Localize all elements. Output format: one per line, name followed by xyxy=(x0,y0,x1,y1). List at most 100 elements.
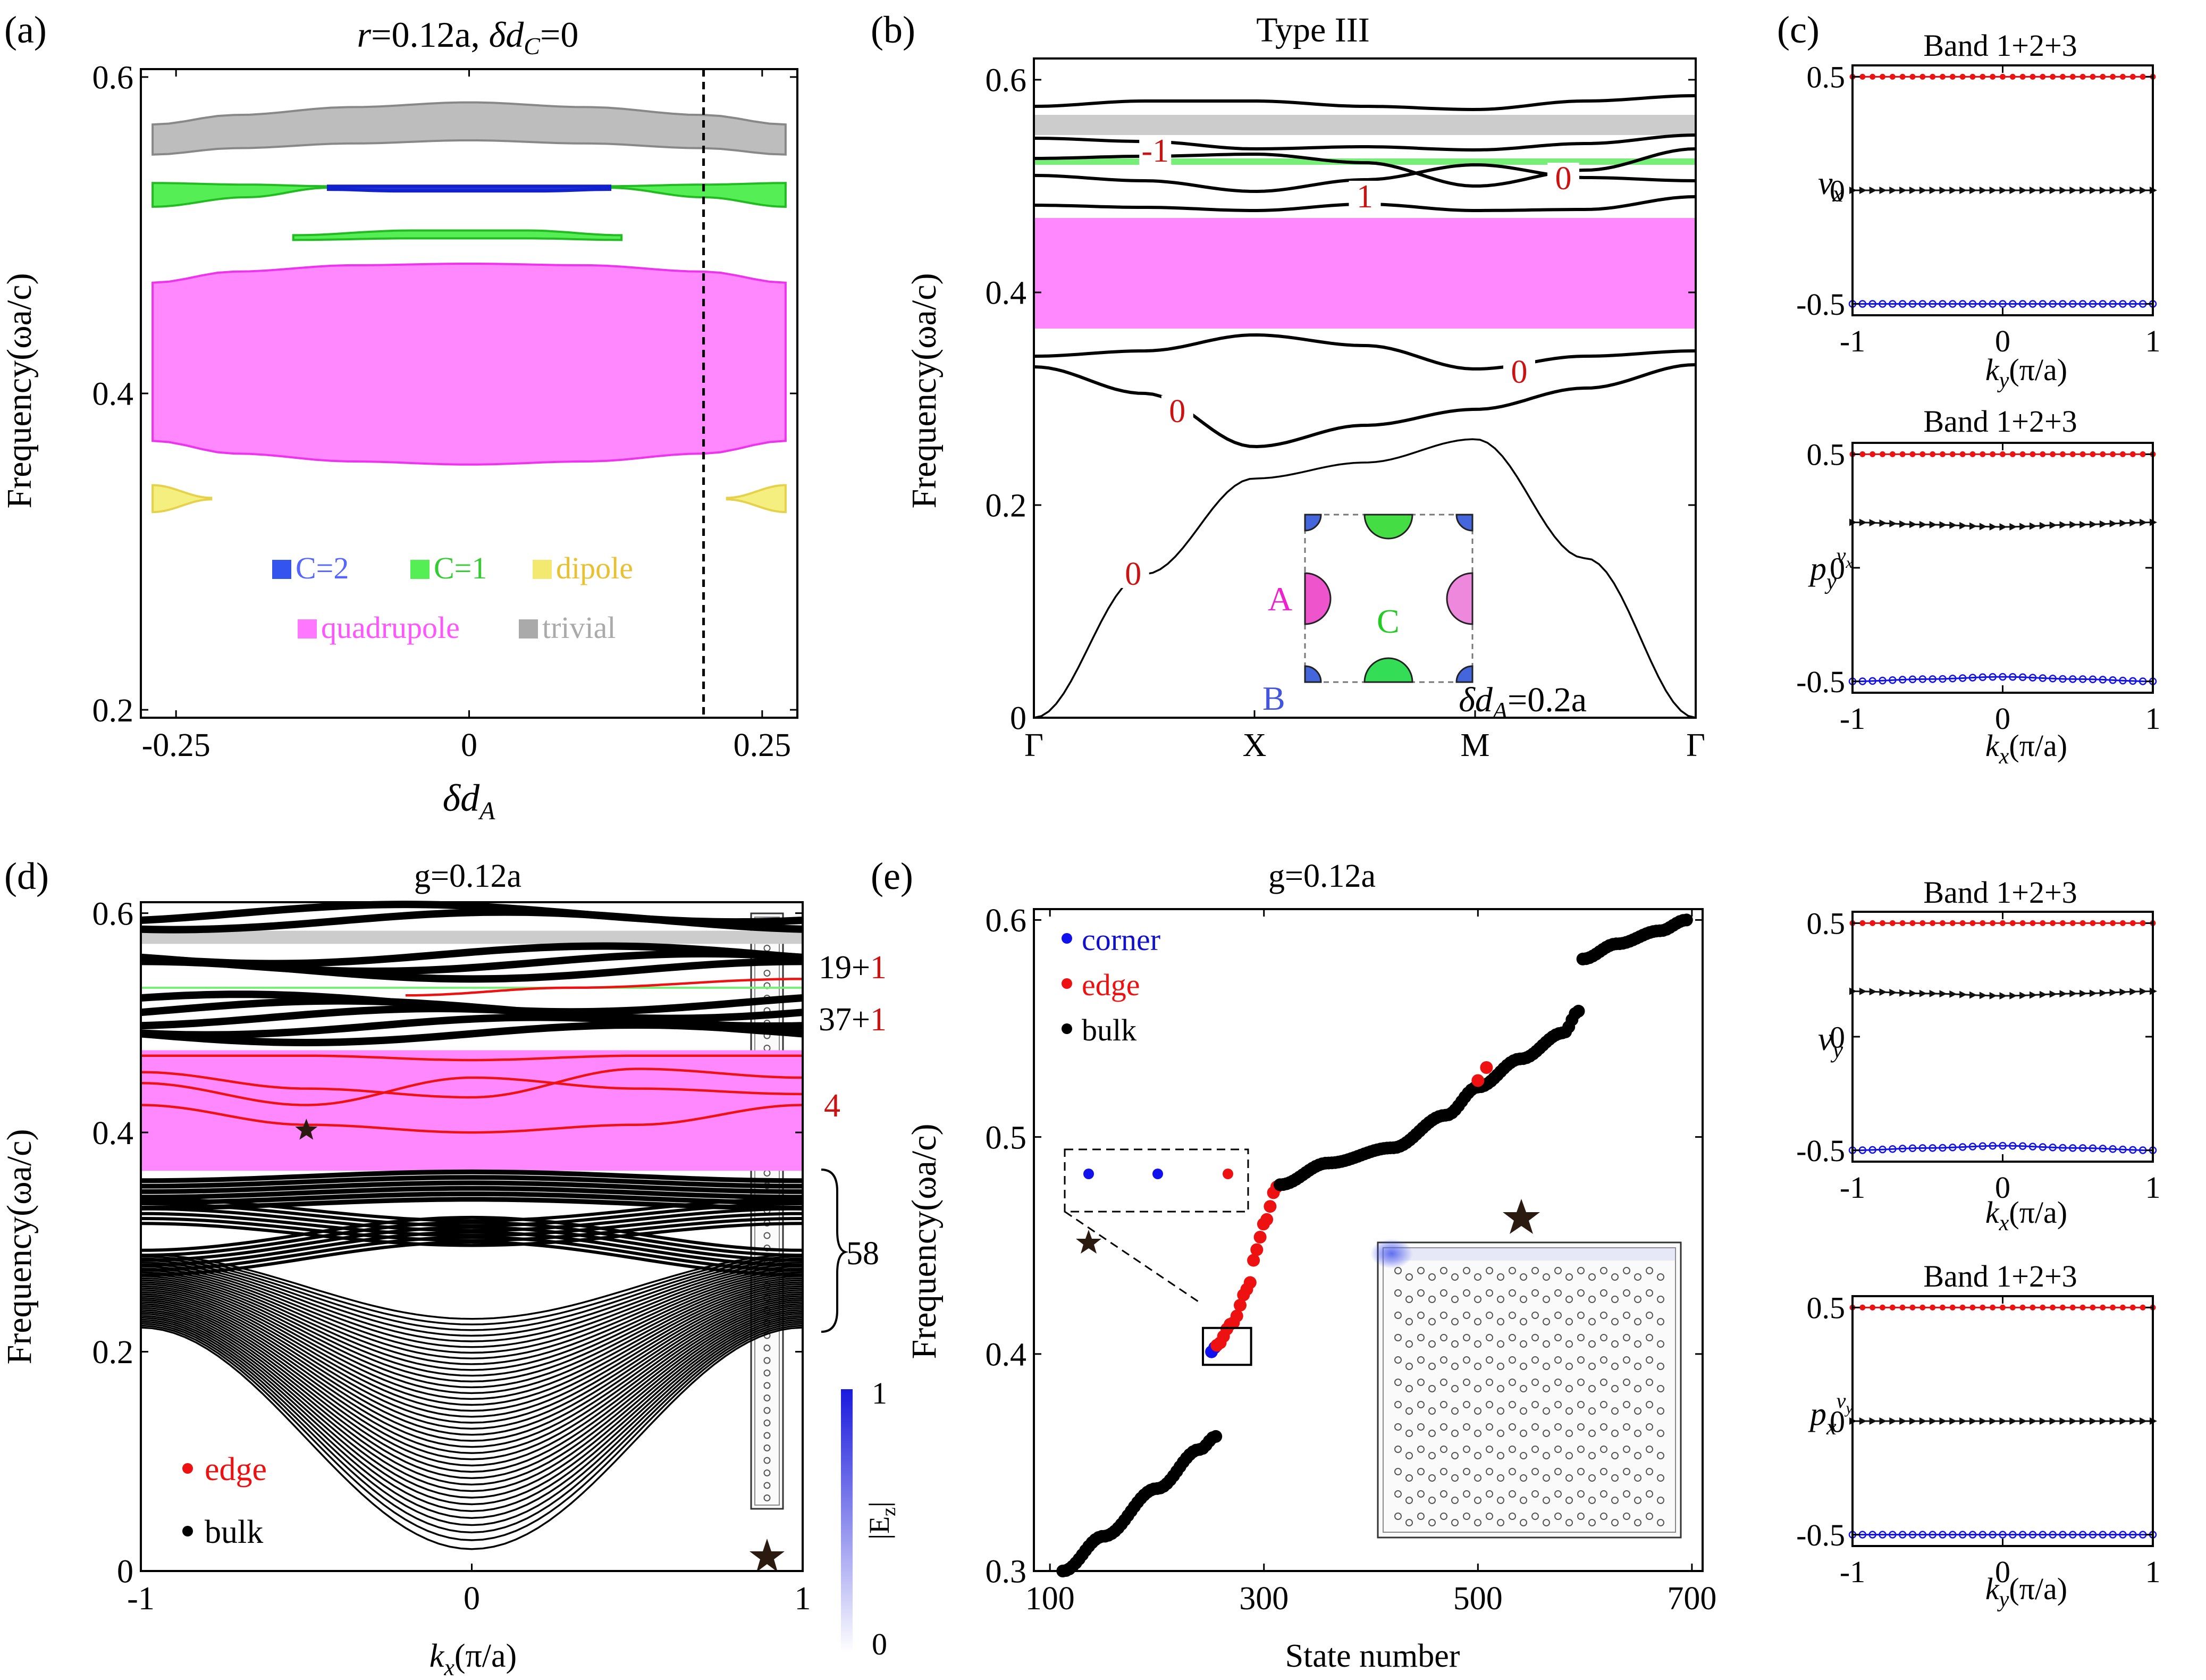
sample-rod xyxy=(1577,1289,1585,1297)
c4-point-black xyxy=(1899,1417,1907,1425)
c1-title: Band 1+2+3 xyxy=(1923,28,2077,63)
sample-rod xyxy=(1600,1490,1607,1498)
panel-a: r=0.12a, δdC=0 Frequency(ωa/c) δdA C=2 C… xyxy=(0,14,633,825)
sample-rod xyxy=(1463,1513,1470,1520)
zoom-star-marker xyxy=(1076,1230,1101,1254)
panel-d-xlabel: kx(π/a) xyxy=(430,1638,517,1680)
c3-point-blue xyxy=(1898,1145,1907,1153)
sample-rod xyxy=(1417,1423,1425,1431)
sample-rod xyxy=(1565,1318,1573,1325)
sample-rod xyxy=(1657,1385,1664,1392)
c3-point-blue xyxy=(2069,1144,2077,1152)
c2-point-blue xyxy=(1989,673,1997,681)
c4-point-black xyxy=(1969,1417,1977,1425)
c3-point-red xyxy=(1980,920,1986,926)
sample-rod xyxy=(1417,1401,1425,1408)
b-gap-label-bg xyxy=(1547,163,1579,192)
c3-ytick-label: 0 xyxy=(1830,1020,1845,1054)
sample-rod xyxy=(1565,1296,1573,1303)
c2-ytick-label: 0 xyxy=(1830,551,1845,585)
sample-rod xyxy=(1577,1267,1585,1274)
sample-rod xyxy=(1531,1401,1539,1408)
c3-point-red xyxy=(2050,920,2056,926)
sample-rod xyxy=(1463,1490,1470,1498)
c1-point-black xyxy=(1909,187,1917,194)
c1-point-blue xyxy=(2028,300,2037,308)
sample-rod xyxy=(1623,1423,1630,1431)
sample-rod xyxy=(1543,1430,1550,1437)
c2-point-red xyxy=(2019,451,2026,457)
inset-label-C: C xyxy=(1377,602,1400,640)
c1-point-red xyxy=(2000,73,2006,80)
c1-point-blue xyxy=(2089,300,2097,308)
strip-star-marker xyxy=(750,1539,785,1572)
d-bulk-band xyxy=(140,1295,803,1442)
sample-rod xyxy=(1463,1356,1470,1364)
panel-a-ylabel: Frequency(ωa/c) xyxy=(0,273,39,509)
c3-point-red xyxy=(2000,920,2006,926)
c4-point-black xyxy=(1939,1417,1947,1425)
c1-xtick-label: -1 xyxy=(1840,324,1865,358)
count-label-19: 19+1 xyxy=(819,950,887,986)
c2-point-black xyxy=(2090,520,2097,528)
e-state-edge xyxy=(1247,1254,1260,1267)
sample-rod xyxy=(1509,1401,1516,1408)
sample-rod xyxy=(1577,1468,1585,1475)
e-state-edge xyxy=(1253,1231,1267,1244)
sample-rod xyxy=(1520,1497,1527,1504)
panel-b: Type III Frequency(ωa/c) δdA=0.2a A B C xyxy=(905,11,1587,724)
sample-rod xyxy=(1531,1289,1539,1297)
sample-rod xyxy=(1474,1273,1481,1281)
b-gap-label-bg xyxy=(1161,396,1193,425)
sample-star-marker xyxy=(1503,1199,1540,1234)
sample-rod xyxy=(1405,1318,1413,1325)
c1-point-blue xyxy=(1889,300,1897,308)
panel-a-legend: C=2 C=1 dipole quadrupole trivial xyxy=(272,551,633,645)
c2-point-black xyxy=(2119,519,2127,527)
c4-point-red xyxy=(2060,1304,2066,1311)
c3-point-black xyxy=(1889,988,1897,996)
sample-frame-outer xyxy=(1377,1241,1682,1539)
zoom-edge-dot xyxy=(1223,1169,1233,1179)
b-ytick-label: 0.6 xyxy=(986,63,1027,99)
sample-rod xyxy=(1497,1385,1504,1392)
c2-series-line-blue xyxy=(1852,676,2153,683)
sample-rod xyxy=(1588,1497,1596,1504)
d-bulk-band xyxy=(140,990,803,1016)
sample-rod xyxy=(1428,1430,1436,1437)
sample-rod xyxy=(1474,1363,1481,1370)
c2-point-blue xyxy=(1929,675,1936,683)
e-state-edge xyxy=(1243,1276,1257,1289)
sample-rod xyxy=(1543,1318,1550,1325)
sample-rod xyxy=(1520,1385,1527,1392)
d-star-marker xyxy=(295,1119,318,1140)
c3-point-red xyxy=(1889,920,1896,926)
c4-point-black xyxy=(1949,1417,1957,1425)
sample-rod xyxy=(1554,1513,1562,1520)
sample-rod xyxy=(1657,1430,1664,1437)
sample-rod xyxy=(1474,1452,1481,1459)
e-state-edge xyxy=(1480,1061,1493,1074)
c3-point-red xyxy=(2069,920,2076,926)
d-bulk-band xyxy=(140,1257,803,1331)
sample-rod xyxy=(1486,1468,1493,1475)
zoom-corner-dot-2 xyxy=(1152,1169,1163,1179)
c1-point-black xyxy=(2030,187,2037,194)
sample-rod xyxy=(1577,1312,1585,1319)
b-ytick-label: 0 xyxy=(1010,701,1026,737)
c4-point-red xyxy=(1909,1304,1916,1311)
sample-rod xyxy=(1531,1490,1539,1498)
c1-point-red xyxy=(2140,73,2146,80)
d-bulk-band xyxy=(140,1259,803,1337)
sample-rod xyxy=(1417,1334,1425,1341)
sample-rod xyxy=(1486,1423,1493,1431)
c4-point-black xyxy=(2049,1417,2057,1425)
b-band-2 xyxy=(1033,363,1696,449)
c3-point-red xyxy=(1909,920,1916,926)
c1-point-black xyxy=(2059,187,2067,194)
c4-point-blue xyxy=(2059,1531,2067,1539)
sample-rod xyxy=(1657,1497,1664,1504)
e-state-bulk xyxy=(1572,1004,1585,1018)
strip-rod xyxy=(763,1457,771,1464)
c1-point-black xyxy=(1989,187,1997,194)
